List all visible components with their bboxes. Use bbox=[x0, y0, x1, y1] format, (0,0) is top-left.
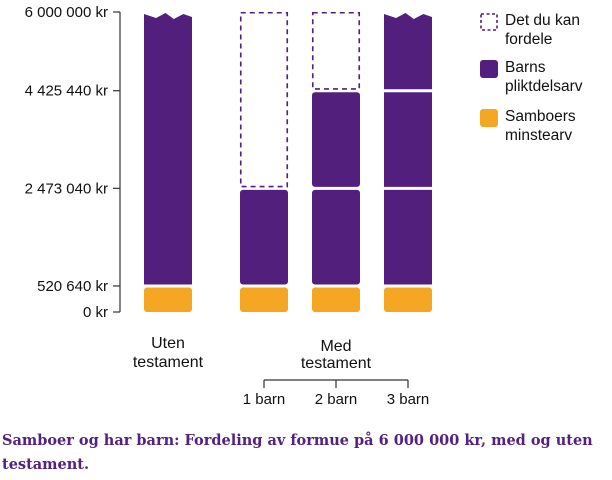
category-label: 1 barn bbox=[243, 391, 286, 408]
legend-label-line: pliktdelsarv bbox=[505, 78, 583, 95]
chart-caption: Samboer og har barn: Fordeling av formue… bbox=[2, 432, 593, 473]
y-tick-label: 4 425 440 kr bbox=[25, 83, 108, 100]
bar-segment-minstearv bbox=[384, 287, 432, 312]
legend-label-line: Samboers bbox=[505, 108, 576, 125]
bar-segment-minstearv bbox=[144, 287, 192, 312]
bar-segment-pliktdelsarv bbox=[312, 189, 360, 285]
legend-swatch-pliktdelsarv bbox=[480, 60, 498, 78]
group-label-line: testament bbox=[301, 355, 372, 372]
legend-label-line: Barns bbox=[505, 59, 546, 76]
group-label-line: testament bbox=[133, 354, 204, 371]
legend-label-line: minstearv bbox=[505, 127, 572, 144]
y-tick-label: 520 640 kr bbox=[37, 278, 108, 295]
group-label-line: Uten bbox=[151, 335, 185, 352]
category-label: 2 barn bbox=[315, 391, 358, 408]
group-label-line: Med bbox=[320, 338, 351, 355]
y-tick-label: 0 kr bbox=[83, 304, 108, 321]
y-tick-label: 6 000 000 kr bbox=[25, 4, 108, 21]
bar-segment-minstearv bbox=[240, 287, 288, 312]
inheritance-chart: 6 000 000 kr 4 425 440 kr 2 473 040 kr 520 … bbox=[25, 4, 583, 408]
bar-segment-pliktdelsarv bbox=[384, 13, 432, 285]
bar-segment-fordele bbox=[311, 11, 361, 90]
bar-segment-pliktdelsarv bbox=[240, 189, 288, 285]
legend-swatch-minstearv bbox=[480, 109, 498, 127]
bar-segment-fordele bbox=[239, 11, 289, 188]
legend-label-line: Det du kan bbox=[505, 12, 580, 29]
y-tick-label: 2 473 040 kr bbox=[25, 180, 108, 197]
legend-swatch-fordele bbox=[480, 13, 498, 31]
bar-segment-minstearv bbox=[312, 287, 360, 312]
legend-label-line: fordele bbox=[505, 31, 552, 48]
bar-segment-pliktdelsarv bbox=[312, 92, 360, 187]
category-label: 3 barn bbox=[387, 391, 430, 408]
bar-segment-pliktdelsarv bbox=[144, 13, 192, 285]
